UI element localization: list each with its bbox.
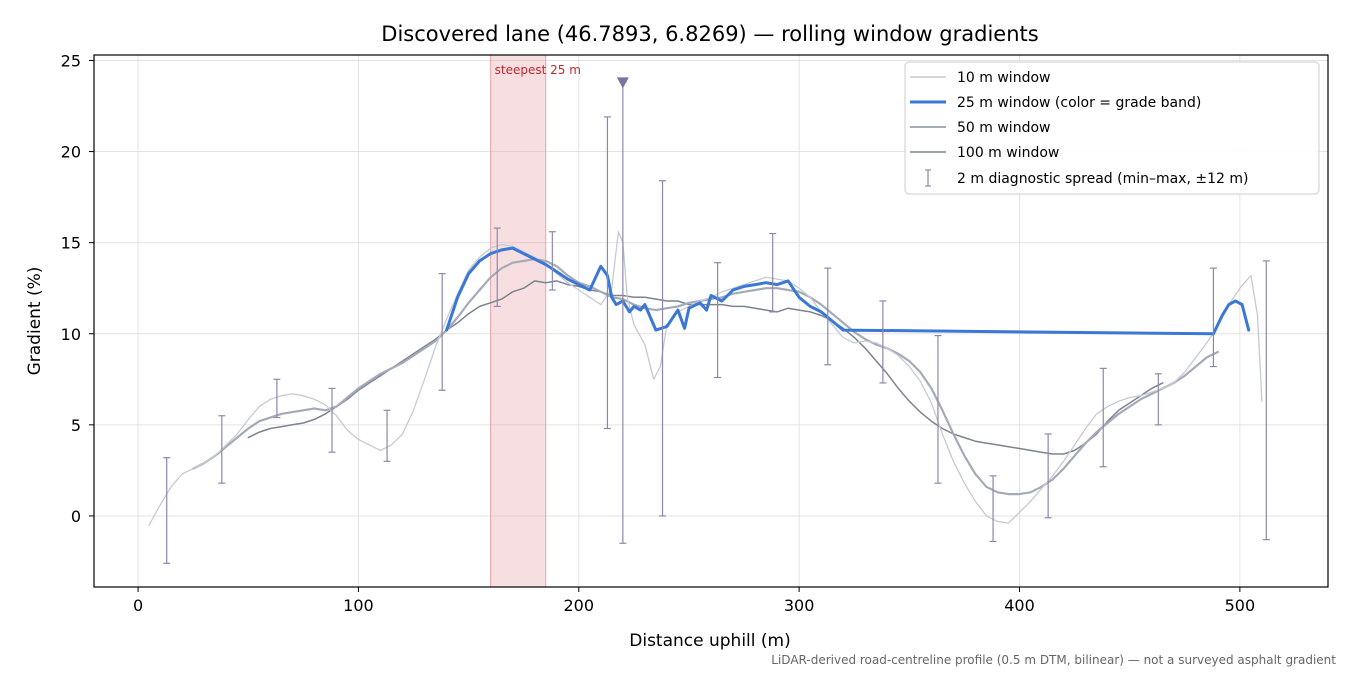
legend-label-100m: 100 m window <box>957 145 1059 161</box>
error-bar <box>1262 260 1270 541</box>
y-tick-label: 15 <box>61 234 81 253</box>
y-tick-label: 5 <box>71 416 81 435</box>
x-tick-label: 300 <box>784 596 815 615</box>
error-bar <box>603 116 611 430</box>
error-bar <box>824 267 832 366</box>
legend-label-10m: 10 m window <box>957 70 1050 86</box>
error-bar <box>163 457 171 564</box>
x-axis-label: Distance uphill (m) <box>629 631 790 651</box>
legend-label-50m: 50 m window <box>957 120 1050 136</box>
error-bar <box>328 387 336 453</box>
error-bar <box>1099 367 1107 468</box>
error-bar <box>989 475 997 543</box>
error-bar <box>1154 373 1162 426</box>
chart-caption: LiDAR-derived road-centreline profile (0… <box>771 653 1336 667</box>
x-tick-label: 200 <box>564 596 595 615</box>
steepest-segment-label: steepest 25 m <box>495 63 581 77</box>
x-tick-label: 400 <box>1004 596 1035 615</box>
x-tick-label: 100 <box>343 596 374 615</box>
y-tick-label: 20 <box>61 143 81 162</box>
error-bar <box>383 409 391 462</box>
error-bar <box>1209 267 1217 368</box>
x-tick-label: 0 <box>133 596 143 615</box>
y-tick-label: 0 <box>71 507 81 526</box>
y-tick-label: 25 <box>61 51 81 70</box>
error-bar <box>714 262 722 379</box>
diagnostic-spread-bars <box>163 81 1270 564</box>
error-bar <box>934 334 942 484</box>
series-line-3 <box>247 280 1164 455</box>
error-bar <box>218 415 226 484</box>
error-bar <box>273 378 281 419</box>
error-bar <box>879 300 887 384</box>
chart-title: Discovered lane (46.7893, 6.8269) — roll… <box>381 22 1038 46</box>
peak-marker <box>616 77 629 89</box>
error-bar <box>438 273 446 391</box>
legend-swatch-errorbar <box>925 169 931 187</box>
x-tick-label: 500 <box>1225 596 1256 615</box>
error-bar <box>769 232 777 313</box>
legend-box <box>904 61 1320 195</box>
legend: 10 m window 25 m window (color = grade b… <box>904 61 1320 195</box>
axis-ticks: 0 100 200 300 400 500 0 5 10 15 20 25 <box>61 51 1255 615</box>
legend-label-spread: 2 m diagnostic spread (min–max, ±12 m) <box>957 171 1248 187</box>
y-tick-label: 10 <box>61 325 81 344</box>
error-bar <box>659 180 667 517</box>
series-line-1 <box>445 246 1251 336</box>
y-axis-label: Gradient (%) <box>25 267 45 376</box>
error-bar <box>1044 433 1052 519</box>
legend-label-25m: 25 m window (color = grade band) <box>957 95 1201 111</box>
series-line-0 <box>148 231 1263 526</box>
steepest-segment-band <box>490 54 547 588</box>
error-bar <box>493 227 501 308</box>
error-bar <box>548 231 556 291</box>
plot-frame <box>93 54 1329 588</box>
series-lines <box>148 231 1263 526</box>
